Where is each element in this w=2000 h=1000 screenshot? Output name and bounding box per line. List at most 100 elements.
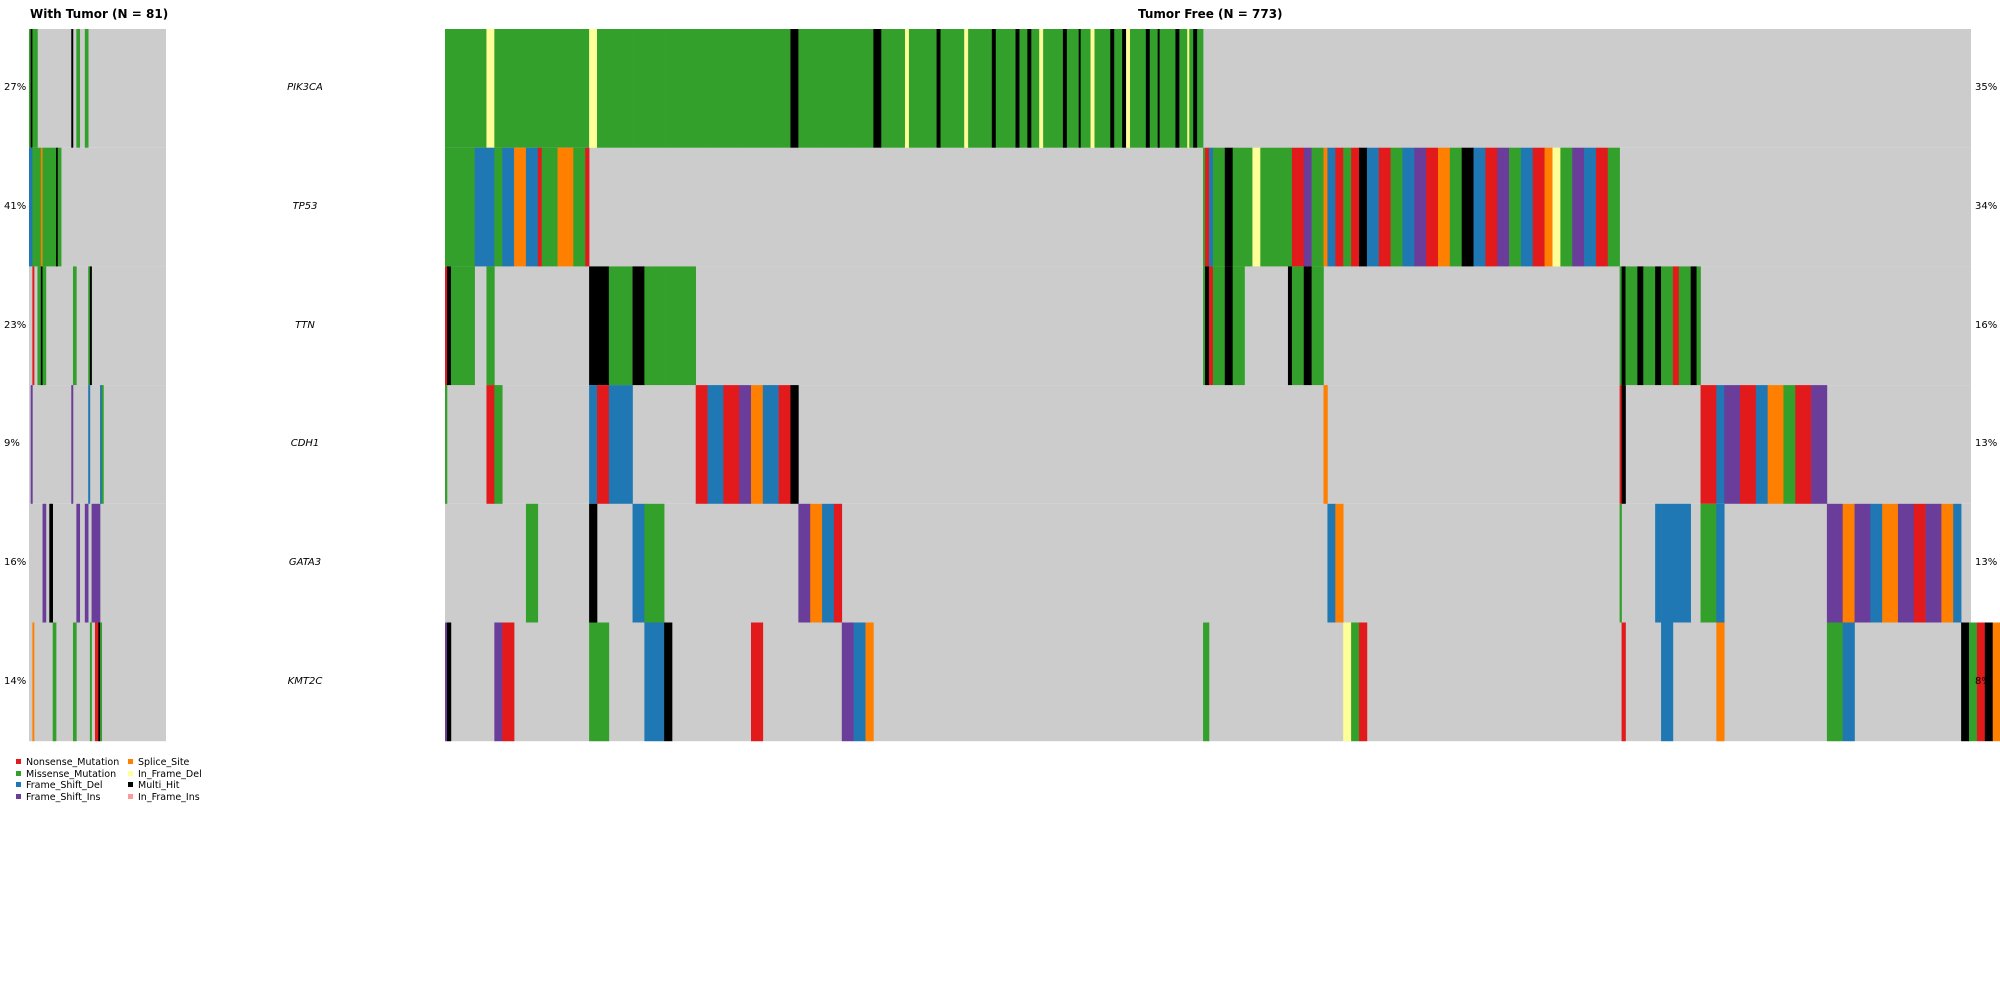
mutation-cell-cdh1 (486, 385, 495, 504)
legend-label: Missense_Mutation (26, 768, 117, 780)
mutation-cell-tp53 (1544, 147, 1553, 267)
mutation-cell-pik3ca (29, 29, 31, 148)
mutation-cell-kmt2c (1621, 622, 1626, 742)
mutation-cell-kmt2c (1359, 622, 1368, 742)
mutation-cell-pik3ca (514, 29, 527, 148)
mutation-cell-tp53 (1378, 147, 1391, 267)
mutation-cell-cdh1 (608, 385, 633, 504)
mutation-cell-tp53 (32, 147, 35, 267)
mutation-cell-pik3ca (964, 29, 969, 148)
mutation-cell-cdh1 (1811, 385, 1828, 504)
mutation-cell-cdh1 (1767, 385, 1784, 504)
mutation-cell-ttn (1232, 266, 1245, 386)
mutation-cell-pik3ca (1126, 29, 1131, 148)
mutation-cell-tp53 (1560, 147, 1573, 267)
mutation-cell-kmt2c (1203, 622, 1206, 742)
percentage-label-pik3ca-panel-2: 35% (1975, 82, 1998, 94)
mutation-cell-gata3 (1897, 503, 1915, 623)
mutation-cell-pik3ca (940, 29, 965, 148)
mutation-cell-tp53 (486, 147, 495, 267)
mutation-cell-tp53 (1532, 147, 1545, 267)
mutation-cell-tp53 (1203, 147, 1206, 267)
mutation-cell-gata3 (1882, 503, 1899, 623)
legend-swatch (16, 793, 21, 799)
mutation-cell-kmt2c (1992, 622, 2000, 742)
mutation-cell-kmt2c (100, 622, 103, 742)
mutation-cell-kmt2c (1716, 622, 1725, 742)
mutation-cell-pik3ca (762, 29, 779, 148)
mutation-cell-gata3 (42, 503, 47, 623)
mutation-cell-tp53 (34, 147, 38, 267)
mutation-cell-pik3ca (525, 29, 539, 148)
mutation-cell-ttn (450, 266, 475, 386)
mutation-cell-ttn (1621, 266, 1626, 386)
mutation-cell-kmt2c (1984, 622, 1994, 742)
mutation-cell-cdh1 (589, 385, 598, 504)
mutation-cell-gata3 (1700, 503, 1717, 623)
mutation-cell-pik3ca (1114, 29, 1123, 148)
percentage-label-gata3-panel-2: 13% (1975, 557, 1998, 569)
mutation-legend: Nonsense_Mutation Missense_Mutation Frame_… (15, 757, 235, 805)
mutation-cell-ttn (608, 266, 633, 386)
mutation-cell-cdh1 (762, 385, 779, 504)
mutation-cell-kmt2c (94, 622, 99, 742)
mutation-cell-cdh1 (101, 385, 104, 504)
mutation-cell-pik3ca (502, 29, 515, 148)
mutation-cell-tp53 (1303, 147, 1312, 267)
mutation-cell-kmt2c (841, 622, 854, 742)
mutation-cell-kmt2c (445, 622, 448, 742)
mutation-cell-pik3ca (537, 29, 543, 148)
legend-swatch (16, 759, 21, 764)
mutation-cell-tp53 (1208, 147, 1214, 267)
mutation-cell-gata3 (1941, 503, 1954, 623)
mutation-cell-tp53 (1584, 147, 1597, 267)
mutation-cell-gata3 (1826, 503, 1843, 623)
mutation-cell-kmt2c (72, 622, 77, 742)
gene-label-pik3ca: PIK3CA (287, 82, 323, 94)
mutation-cell-pik3ca (695, 29, 708, 148)
percentage-label-kmt2c-panel-1: 14% (4, 675, 27, 687)
mutation-cell-pik3ca (1179, 29, 1188, 148)
mutation-cell-pik3ca (1110, 29, 1115, 148)
mutation-cell-gata3 (1655, 503, 1662, 623)
mutation-cell-ttn (89, 266, 92, 386)
mutation-cell-cdh1 (30, 385, 33, 504)
mutation-cell-tp53 (30, 147, 33, 267)
mutation-cell-gata3 (833, 503, 843, 623)
legend-item-multi-hit: Multi_Hit (127, 780, 179, 791)
mutation-cell-ttn (1619, 266, 1622, 386)
mutation-cell-gata3 (798, 503, 811, 623)
mutation-cell-pik3ca (32, 29, 35, 148)
legend-label: Splice_Site (138, 757, 190, 768)
mutation-cell-kmt2c (446, 622, 452, 742)
mutation-cell-cdh1 (750, 385, 764, 504)
mutation-cell-pik3ca (541, 29, 558, 148)
mutation-cell-pik3ca (644, 29, 665, 148)
mutation-cell-tp53 (49, 147, 53, 267)
mutation-cell-pik3ca (474, 29, 487, 148)
percentage-label-gata3-panel-1: 16% (4, 557, 27, 569)
mutation-cell-tp53 (1359, 147, 1368, 267)
mutation-cell-tp53 (1291, 147, 1305, 267)
legend-swatch (128, 759, 133, 764)
mutation-cell-pik3ca (446, 29, 452, 148)
mutation-cell-tp53 (557, 147, 574, 267)
mutation-cell-kmt2c (644, 622, 665, 742)
mutation-cell-tp53 (52, 147, 57, 267)
mutation-cell-ttn (597, 266, 610, 386)
mutation-cell-tp53 (1497, 147, 1510, 267)
mutation-cell-pik3ca (1157, 29, 1160, 148)
mutation-cell-pik3ca (1027, 29, 1032, 148)
mutation-cell-pik3ca (968, 29, 993, 148)
mutation-cell-kmt2c (589, 622, 598, 742)
mutation-cell-cdh1 (1755, 385, 1768, 504)
mutation-cell-kmt2c (853, 622, 866, 742)
mutation-cell-tp53 (1366, 147, 1380, 267)
legend-label: In_Frame_Del (138, 768, 202, 780)
mutation-cell-ttn (1672, 266, 1680, 386)
mutation-cell-pik3ca (1080, 29, 1091, 148)
mutation-cell-gata3 (810, 503, 823, 623)
legend-swatch (16, 770, 21, 776)
mutation-cell-gata3 (76, 503, 81, 623)
